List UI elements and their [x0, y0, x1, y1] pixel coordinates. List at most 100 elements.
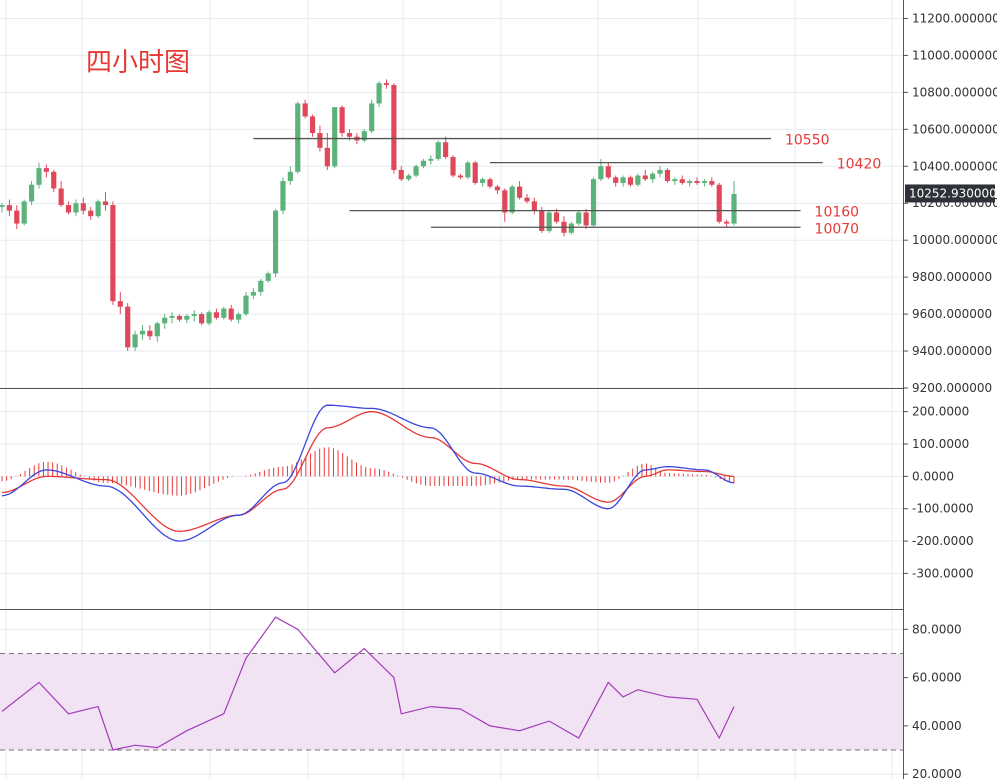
candle-up — [28, 184, 35, 202]
rsi-axis-tick-label: 80.0000 — [912, 622, 962, 636]
candle-up — [280, 181, 286, 211]
candle-up — [509, 186, 515, 213]
candle-up — [590, 179, 597, 226]
candle-up — [21, 201, 27, 224]
candle-up — [73, 203, 79, 213]
candle-down — [398, 169, 404, 180]
rsi-band — [0, 652, 903, 751]
candle-up — [295, 103, 301, 172]
rsi-axis-tick-label: 20.0000 — [912, 767, 962, 779]
rsi-axis-tick-label: 60.0000 — [912, 671, 962, 685]
candle-down — [65, 205, 72, 213]
candle-up — [265, 273, 271, 281]
rsi-band-fill — [0, 653, 903, 751]
candle-down — [583, 212, 589, 226]
macd-axis-tick-label: -100.0000 — [912, 502, 974, 516]
macd-series — [1, 404, 735, 542]
candle-down — [117, 301, 123, 307]
candle-up — [672, 179, 678, 182]
candle-down — [383, 83, 390, 85]
macd-axis-tick-label: -300.0000 — [912, 566, 974, 580]
candle-down — [664, 169, 671, 182]
candle-down — [176, 315, 183, 320]
candle-down — [391, 84, 397, 170]
candle-up — [620, 177, 626, 183]
candle-down — [125, 306, 131, 348]
candle-down — [443, 142, 449, 158]
candle-down — [553, 212, 560, 222]
candle-down — [531, 201, 537, 211]
candle-up — [635, 175, 641, 185]
candle-up — [139, 330, 146, 335]
candle-up — [413, 166, 419, 176]
candle-up — [546, 212, 552, 231]
candle-down — [642, 175, 648, 180]
candle-up — [420, 160, 427, 167]
price-axis-tick-label: 10600.000000 — [912, 122, 997, 136]
candle-down — [709, 181, 715, 185]
candle-up — [287, 171, 293, 182]
price-axis-tick-label: 10800.000000 — [912, 85, 997, 99]
candle-up — [701, 181, 708, 183]
candle-up — [169, 315, 175, 318]
candle-down — [317, 133, 323, 148]
macd-axis-tick-label: 100.0000 — [912, 437, 969, 451]
candle-down — [110, 205, 116, 302]
candle-down — [487, 179, 493, 187]
chart-title: 四小时图 — [86, 48, 190, 78]
candle-down — [539, 210, 545, 231]
candle-up — [132, 334, 138, 348]
rsi-line — [1, 616, 735, 751]
candle-up — [435, 142, 441, 159]
candle-up — [598, 166, 604, 180]
level-label: 10070 — [815, 221, 860, 237]
candle-down — [502, 190, 508, 213]
candle-up — [272, 210, 279, 274]
macd-axis-tick-label: 200.0000 — [912, 405, 969, 419]
candle-up — [0, 205, 5, 207]
candlestick-series — [0, 79, 737, 352]
level-label: 10160 — [815, 205, 860, 221]
candle-up — [428, 158, 434, 161]
candle-down — [324, 147, 330, 167]
candle-up — [650, 173, 656, 180]
macd-axis-tick-label: -200.0000 — [912, 534, 974, 548]
candle-down — [213, 312, 220, 318]
candle-up — [465, 162, 471, 178]
candle-down — [605, 166, 611, 178]
candle-down — [450, 157, 456, 176]
candle-up — [221, 308, 227, 318]
candle-down — [339, 107, 345, 134]
candle-up — [568, 223, 574, 233]
candle-down — [6, 205, 12, 211]
macd-dif-line — [1, 404, 735, 542]
candle-down — [14, 210, 20, 224]
candle-down — [228, 308, 234, 320]
candle-down — [199, 314, 205, 324]
price-axis-tick-label: 10000.000000 — [912, 233, 997, 247]
candle-down — [516, 186, 523, 198]
rsi-axis-tick-label: 40.0000 — [912, 719, 962, 733]
candle-up — [36, 168, 42, 185]
price-axis-tick-label: 11200.000000 — [912, 11, 997, 25]
candle-up — [258, 280, 264, 292]
candle-up — [243, 295, 249, 315]
candle-down — [716, 184, 722, 222]
candle-down — [679, 179, 685, 183]
candle-up — [576, 212, 582, 224]
candle-down — [43, 168, 49, 172]
price-axis-tick-label: 9800.000000 — [912, 270, 992, 284]
price-axis-tick-label: 10400.000000 — [912, 159, 997, 173]
macd-dea-line — [1, 411, 735, 533]
level-label: 10550 — [785, 133, 830, 149]
candle-down — [724, 221, 730, 224]
candle-up — [406, 175, 412, 180]
price-axis-tick-label: 9400.000000 — [912, 344, 992, 358]
candle-down — [58, 188, 64, 206]
candle-up — [191, 314, 197, 316]
candle-up — [731, 194, 737, 224]
